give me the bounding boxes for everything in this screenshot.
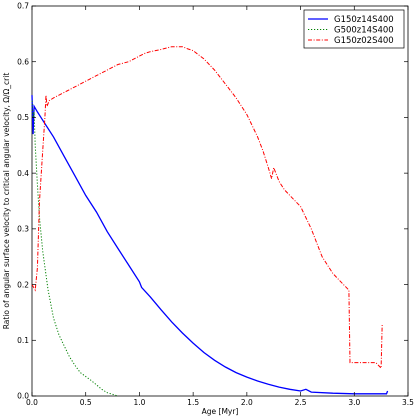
x-tick-label: 1.5	[187, 398, 199, 407]
series-line-2	[31, 100, 119, 397]
y-tick-label: 0.5	[17, 113, 29, 122]
x-tick-label: 2.0	[241, 398, 253, 407]
x-tick-label: 0.5	[80, 398, 92, 407]
series-layer	[31, 46, 389, 397]
y-tick-label: 0.0	[17, 392, 29, 401]
tick-layer: 0.0 0.5 1.0 1.5 2.0 2.5 3.0 3.5 0.0 0.1 0.2 0.3 0.4 0…	[17, 2, 414, 407]
x-tick-label: 3.5	[402, 398, 414, 407]
x-tick-label: 0.0	[26, 398, 38, 407]
x-tick-label: 2.5	[295, 398, 307, 407]
y-tick-label: 0.7	[17, 2, 29, 11]
y-tick-label: 0.3	[17, 225, 29, 234]
y-tick-label: 0.6	[17, 57, 29, 66]
x-tick-label: 3.0	[348, 398, 360, 407]
x-tick-label: 1.0	[133, 398, 145, 407]
legend-label-2: G500z14S400	[334, 26, 394, 36]
y-tick-label: 0.1	[17, 336, 29, 345]
y-tick-label: 0.2	[17, 280, 29, 289]
series-line-1	[31, 95, 389, 395]
legend-label-3: G150z02S400	[334, 36, 394, 46]
y-tick-label: 0.4	[17, 169, 29, 178]
plot-area-frame	[31, 5, 409, 397]
series-line-3	[31, 46, 383, 370]
legend-label-1: G150z14S400	[334, 15, 394, 25]
y-axis-label: Ratio of angular surface velocity to cri…	[2, 73, 11, 330]
x-axis-label: Age [Myr]	[202, 407, 239, 416]
